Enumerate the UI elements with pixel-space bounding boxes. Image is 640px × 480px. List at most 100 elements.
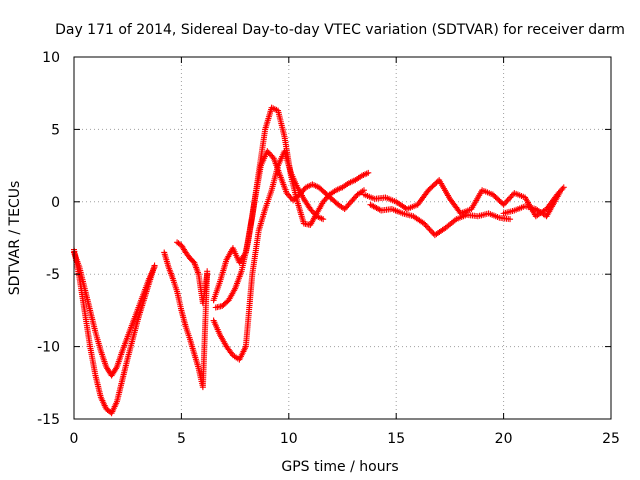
data-point-fill [318,215,325,222]
data-point-fill [164,262,171,269]
data-point-fill [169,273,176,280]
data-point-fill [237,270,244,277]
data-point-fill [180,246,187,253]
data-point-fill [266,151,273,158]
data-point-fill [297,190,304,197]
data-point-fill [345,201,352,208]
data-point-fill [507,194,514,201]
data-point-fill [408,212,415,219]
data-point-fill [255,229,262,236]
data-point-fill [195,363,202,370]
data-point-fill [445,194,452,201]
data-point-fill [344,203,351,210]
data-point-fill [216,280,223,287]
data-point-fill [222,258,229,265]
data-point-fill [175,240,182,247]
data-point-fill [505,195,512,202]
data-point-fill [194,269,201,276]
data-point-fill [261,128,268,135]
data-point-fill [422,221,429,228]
data-point-fill [261,207,268,214]
data-point-fill [177,305,184,312]
grid-lines [74,57,611,419]
data-point-fill [508,193,515,200]
x-tick-label: 10 [280,431,298,447]
data-point-fill [429,229,436,236]
y-tick-label: -10 [37,340,60,356]
data-point-fill [267,189,274,196]
data-point-fill [222,341,229,348]
data-point-fill [150,265,157,272]
data-point-fill [242,345,249,352]
data-point-fill [455,207,462,214]
data-point [348,198,355,205]
data-point-fill [503,198,510,205]
x-tick-label: 20 [495,431,513,447]
x-tick-label: 25 [602,431,620,447]
data-point-fill [337,185,344,192]
data-point-fill [311,210,318,217]
data-point-fill [504,197,511,204]
data-point-fill [281,131,288,138]
data-point-fill [140,291,147,298]
data-point-fill [305,203,312,210]
data-point-fill [433,179,440,186]
data-point-fill [118,349,125,356]
data-point-fill [549,203,556,210]
data-point-fill [505,215,512,222]
data-point-fill [227,349,234,356]
data-point-fill [190,349,197,356]
data-point-fill [391,198,398,205]
data-point-fill [92,327,99,334]
data-point-fill [257,164,264,171]
data-point-fill [426,226,433,233]
data-point-fill [286,193,293,200]
data-point-fill [326,193,333,200]
x-tick-label: 15 [387,431,405,447]
data-point-fill [283,188,290,195]
data-point-fill [129,336,136,343]
data-point-fill [363,170,370,177]
data-points [71,104,567,417]
data-point-fill [344,181,351,188]
data-point-fill [189,257,196,264]
data-point-fill [425,224,432,231]
data-point-fill [86,305,93,312]
x-tick-label: 0 [70,431,79,447]
data-point-fill [287,194,294,201]
data-point [560,184,567,191]
data-point-fill [359,188,366,195]
data-point-fill [145,277,152,284]
data-point-fill [346,200,353,207]
data-point-fill [97,346,104,353]
data-point-fill [268,152,275,159]
data-point-fill [112,366,119,373]
plot-frame [73,56,612,420]
data-point-fill [309,208,316,215]
data-point-fill [97,392,104,399]
y-tick-label: 10 [42,50,60,66]
data-point-fill [319,200,326,207]
data-point-fill [184,252,191,259]
data-point-fill [244,241,251,248]
data-point-fill [531,205,538,212]
data-point-fill [321,197,328,204]
x-axis-label: GPS time / hours [281,459,398,475]
data-point-fill [129,320,136,327]
chart-title: Day 171 of 2014, Sidereal Day-to-day VTE… [55,22,625,38]
data-point-fill [488,190,495,197]
data-point-fill [81,283,88,290]
data-point-fill [134,306,141,313]
data-point-fill [293,182,300,189]
data-point-fill [276,170,283,177]
data-point-fill [501,200,508,207]
data-point-fill [509,207,516,214]
data-point-fill [295,192,302,199]
data-point-fill [287,168,294,175]
data-point-fill [349,197,356,204]
data-point-fill [350,177,357,184]
data-point-fill [173,286,180,293]
data-point-fill [265,149,272,156]
data-point-fill [113,365,120,372]
